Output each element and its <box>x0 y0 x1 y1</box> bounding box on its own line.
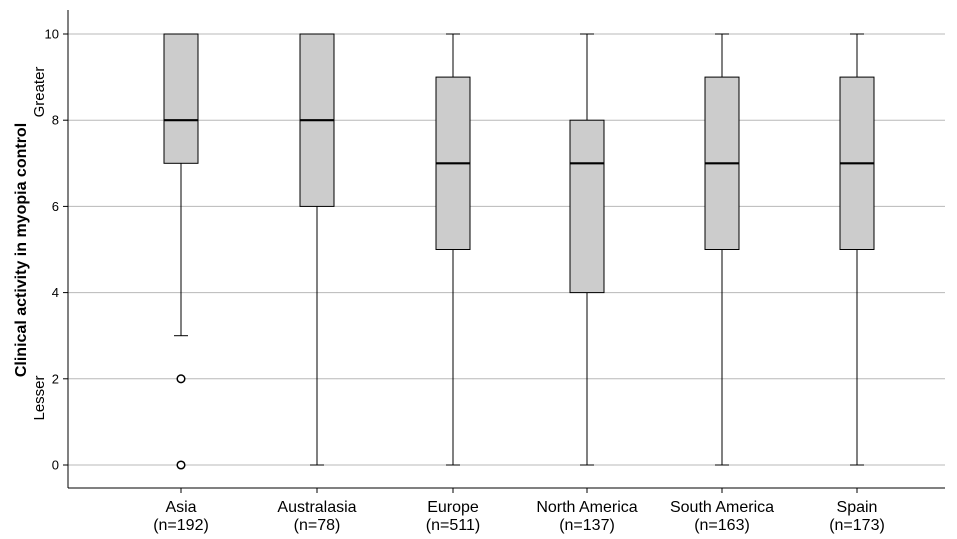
y-axis-label: Clinical activity in myopia control <box>13 123 30 377</box>
category-n-label-australasia: (n=78) <box>294 517 341 534</box>
category-label-europe: Europe <box>427 499 479 516</box>
category-label-asia: Asia <box>165 499 196 516</box>
iqr-box-north-america <box>569 119 605 294</box>
category-n-label-south-america: (n=163) <box>694 517 750 534</box>
category-label-australasia: Australasia <box>277 499 356 516</box>
y-tick-label-4: 4 <box>52 285 59 300</box>
grid-lines <box>68 33 945 466</box>
box-north-america <box>569 33 605 466</box>
box-south-america <box>704 33 740 466</box>
category-n-label-spain: (n=173) <box>829 517 885 534</box>
y-tick-label-8: 8 <box>52 113 59 128</box>
iqr-box-asia <box>163 33 199 164</box>
axes: 0 2 4 6 8 10 <box>45 10 945 493</box>
outlier-asia-0 <box>176 374 186 384</box>
box-europe <box>435 33 471 466</box>
category-label-south-america: South America <box>670 499 774 516</box>
y-tick-label-0: 0 <box>52 458 59 473</box>
y-axis-annotation-lesser: Lesser <box>31 375 48 420</box>
boxes <box>163 33 875 470</box>
category-label-north-america: North America <box>536 499 637 516</box>
category-n-label-north-america: (n=137) <box>559 517 615 534</box>
box-asia <box>163 33 199 470</box>
y-tick-label-6: 6 <box>52 199 59 214</box>
labels: Clinical activity in myopia control Grea… <box>13 67 885 534</box>
category-n-label-asia: (n=192) <box>153 517 209 534</box>
y-axis-annotation-greater: Greater <box>31 67 48 118</box>
box-spain <box>839 33 875 466</box>
category-label-spain: Spain <box>837 499 878 516</box>
category-n-label-europe: (n=511) <box>426 517 480 534</box>
outlier-asia-1 <box>176 460 186 470</box>
y-tick-label-10: 10 <box>45 27 59 42</box>
y-tick-label-2: 2 <box>52 371 59 386</box>
box-australasia <box>299 33 335 466</box>
